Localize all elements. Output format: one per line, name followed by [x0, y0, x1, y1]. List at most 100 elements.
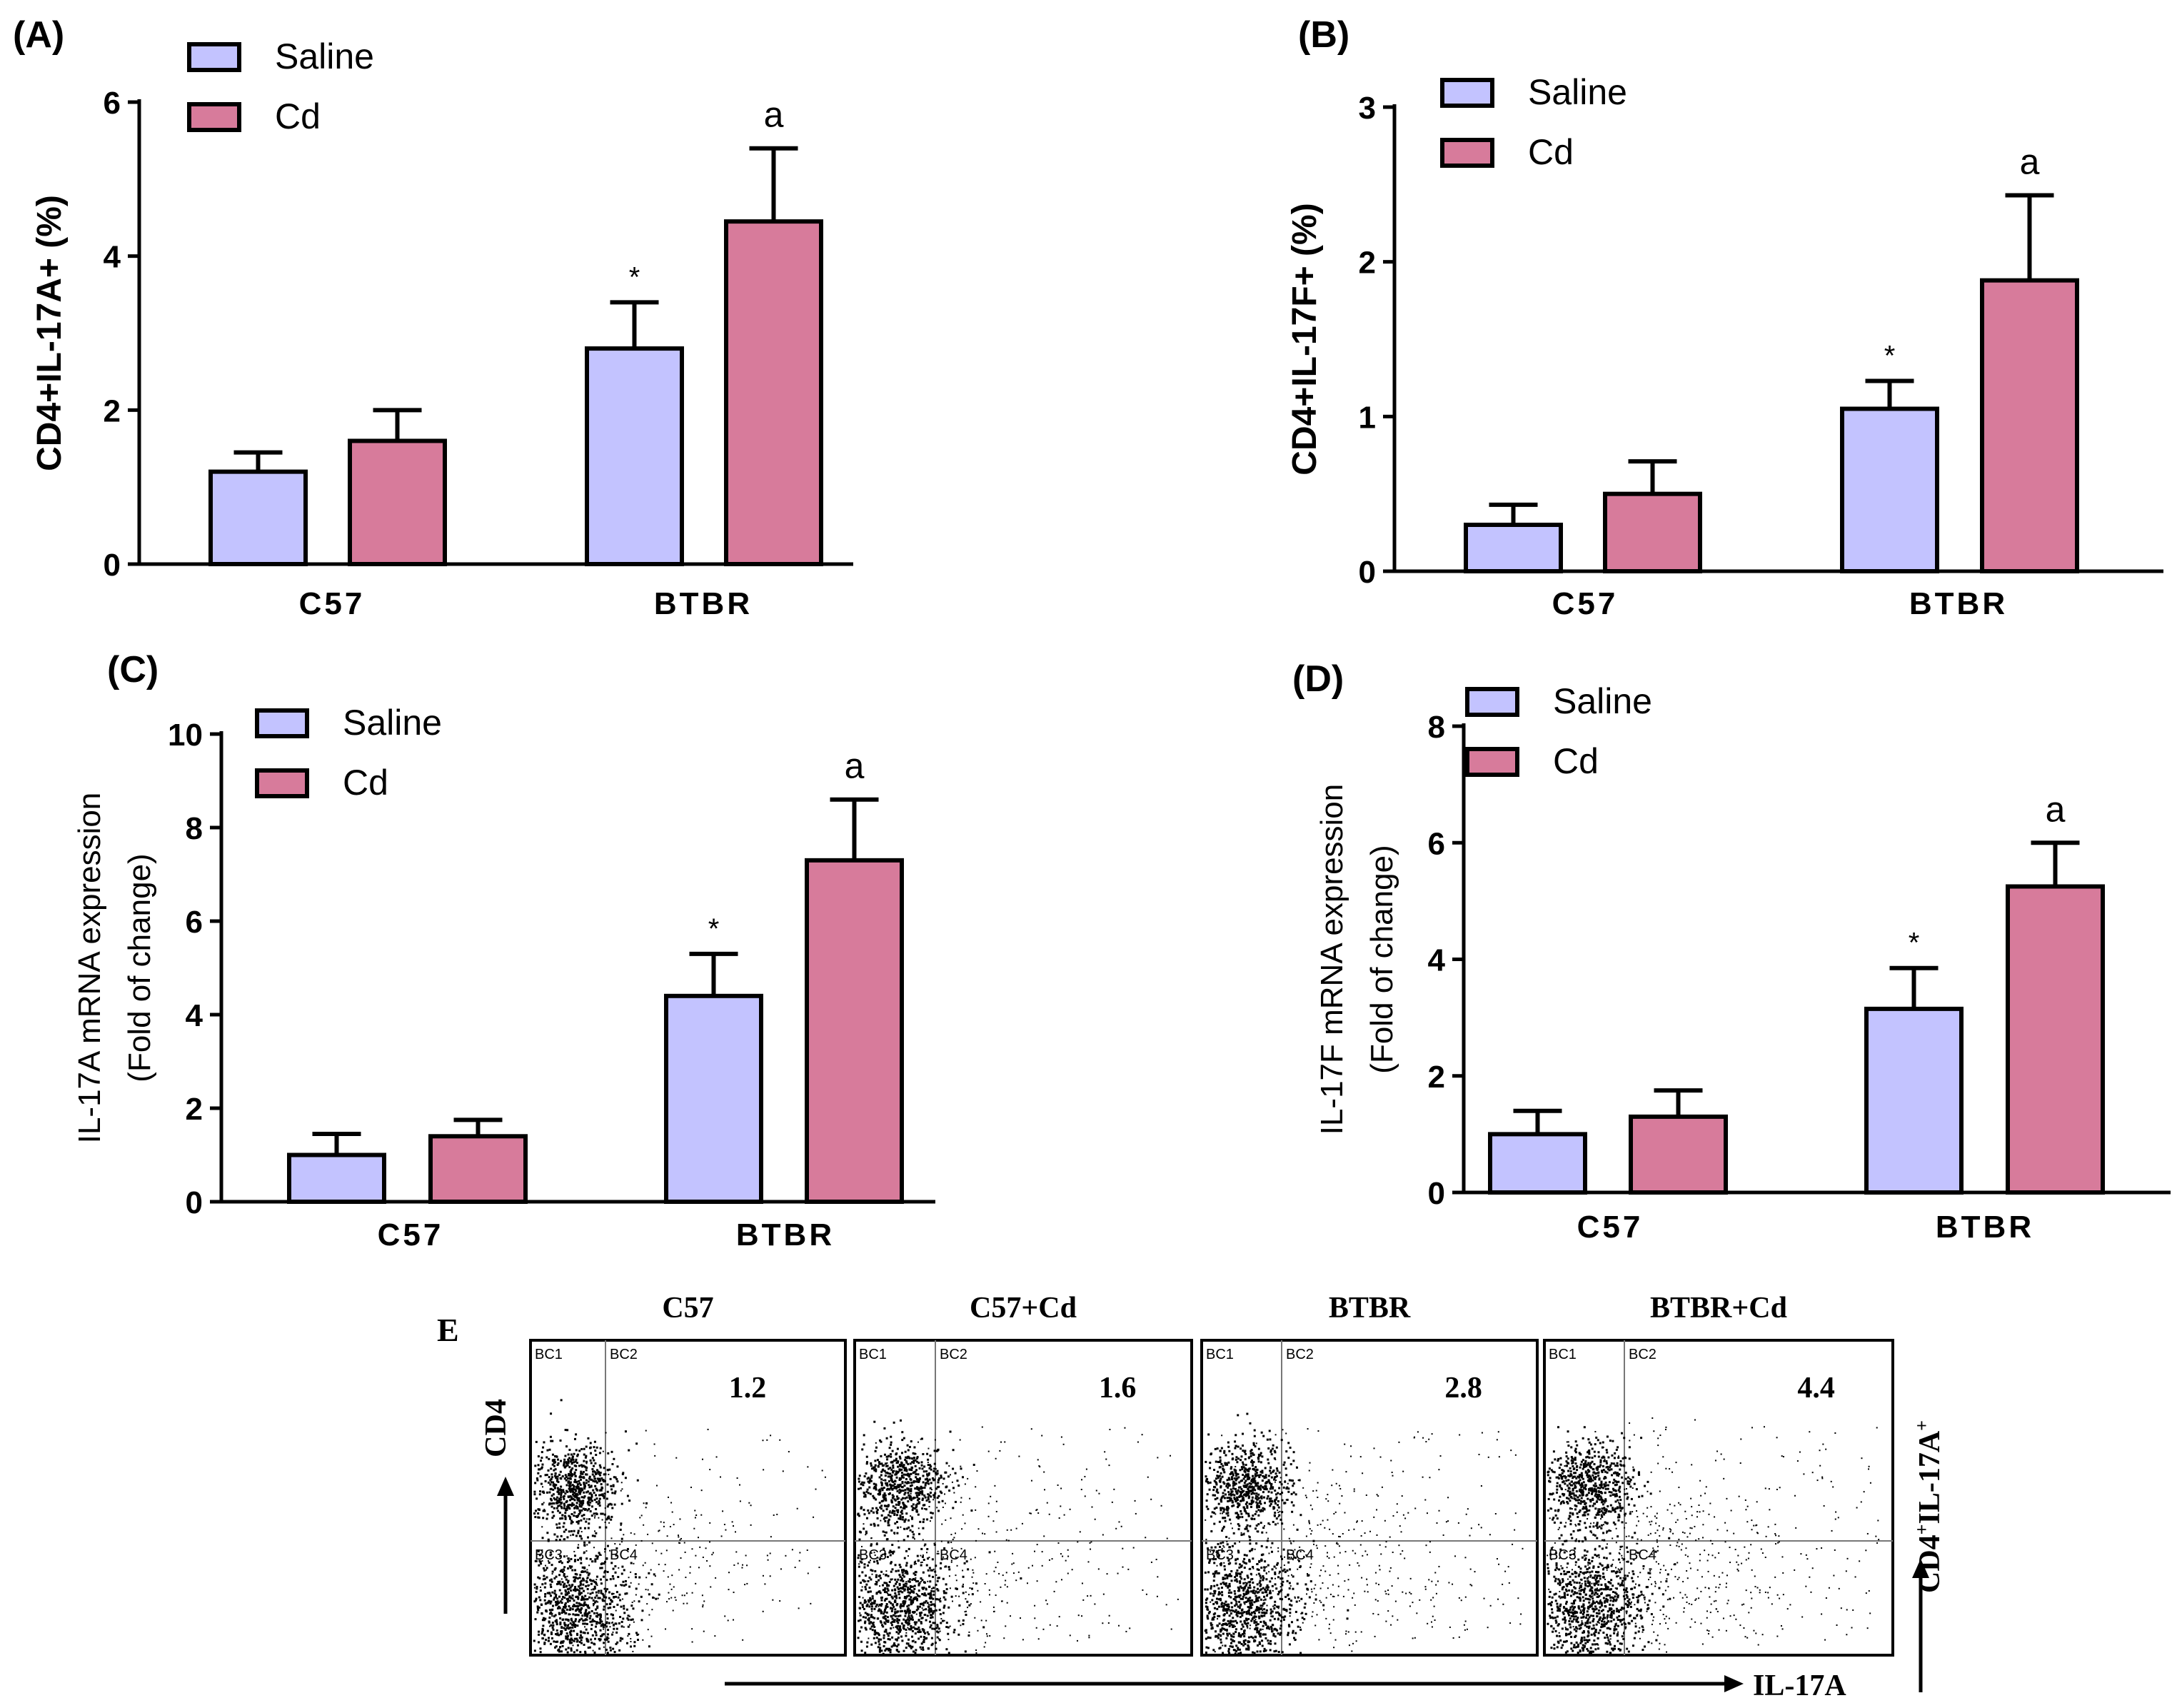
event-dot	[565, 1479, 568, 1482]
event-dot	[927, 1447, 930, 1450]
event-dot	[899, 1490, 902, 1493]
event-dot	[622, 1472, 625, 1475]
event-dot	[1220, 1591, 1223, 1594]
event-dot	[922, 1646, 925, 1649]
event-dot	[628, 1577, 630, 1579]
event-dot	[1283, 1568, 1286, 1571]
event-dot	[595, 1554, 598, 1557]
event-dot	[568, 1565, 571, 1568]
event-dot	[957, 1633, 960, 1636]
event-dot	[554, 1619, 557, 1622]
event-dot	[562, 1584, 565, 1587]
event-dot	[873, 1469, 876, 1472]
event-dot	[909, 1529, 912, 1532]
event-dot	[925, 1499, 928, 1502]
event-dot	[651, 1609, 653, 1611]
event-dot	[1257, 1497, 1260, 1499]
event-dot	[1213, 1469, 1216, 1472]
event-dot	[942, 1596, 945, 1599]
event-dot	[913, 1446, 916, 1449]
event-dot	[895, 1514, 898, 1517]
quadrant-label: BC4	[610, 1547, 638, 1563]
event-dot	[888, 1632, 891, 1634]
event-dot	[609, 1477, 612, 1480]
event-dot	[591, 1579, 594, 1582]
event-dot	[861, 1545, 863, 1547]
event-dot	[1234, 1652, 1237, 1655]
event-dot	[1215, 1597, 1218, 1600]
event-dot	[891, 1620, 894, 1623]
event-dot	[1206, 1477, 1209, 1480]
event-dot	[871, 1467, 874, 1470]
event-dot	[573, 1492, 575, 1494]
event-dot	[1242, 1463, 1245, 1466]
event-dot	[894, 1601, 897, 1604]
event-dot	[1260, 1431, 1263, 1434]
event-dot	[1239, 1616, 1242, 1619]
event-dot	[614, 1476, 617, 1479]
event-dot	[566, 1651, 569, 1654]
event-dot	[604, 1560, 607, 1563]
event-dot	[1274, 1635, 1277, 1638]
event-dot	[1245, 1554, 1248, 1557]
event-dot	[922, 1527, 925, 1529]
event-dot	[895, 1457, 898, 1460]
event-dot	[905, 1456, 907, 1459]
event-dot	[870, 1523, 873, 1526]
event-dot	[581, 1614, 584, 1617]
event-dot	[1255, 1483, 1257, 1486]
event-dot	[560, 1507, 563, 1509]
event-dot	[870, 1602, 873, 1605]
event-dot	[559, 1570, 562, 1573]
event-dot	[951, 1481, 953, 1483]
event-dot	[869, 1627, 872, 1630]
event-dot	[597, 1597, 600, 1599]
significance-star: *	[1884, 341, 1896, 372]
event-dot	[1247, 1640, 1250, 1643]
event-dot	[950, 1534, 952, 1536]
event-dot	[1240, 1642, 1243, 1645]
event-dot	[1253, 1592, 1256, 1594]
event-dot	[910, 1469, 913, 1472]
event-dot	[1239, 1580, 1242, 1583]
event-dot	[1165, 1604, 1167, 1606]
event-dot	[559, 1439, 562, 1442]
event-dot	[580, 1617, 583, 1620]
event-dot	[574, 1569, 577, 1572]
quadrant-label: BC2	[940, 1347, 967, 1362]
event-dot	[915, 1597, 918, 1600]
event-dot	[1288, 1582, 1291, 1584]
event-dot	[1232, 1482, 1235, 1485]
event-dot	[608, 1517, 610, 1519]
event-dot	[567, 1474, 570, 1477]
event-dot	[578, 1544, 580, 1546]
event-dot	[597, 1613, 600, 1616]
event-dot	[549, 1602, 552, 1605]
event-dot	[865, 1604, 868, 1607]
event-dot	[1264, 1633, 1267, 1636]
event-dot	[925, 1588, 927, 1590]
event-dot	[954, 1500, 957, 1503]
event-dot	[898, 1650, 900, 1653]
event-dot	[769, 1575, 771, 1577]
event-dot	[905, 1581, 907, 1583]
event-dot	[893, 1512, 896, 1515]
event-dot	[933, 1611, 935, 1613]
event-dot	[910, 1505, 913, 1508]
event-dot	[564, 1474, 567, 1477]
event-dot	[572, 1533, 575, 1536]
cd-bar	[348, 438, 447, 567]
event-dot	[570, 1522, 573, 1524]
y-axis-label-line: IL-17A mRNA expression	[72, 793, 107, 1144]
event-dot	[1233, 1497, 1236, 1499]
event-dot	[1215, 1634, 1217, 1637]
event-dot	[877, 1632, 880, 1634]
event-dot	[543, 1574, 545, 1577]
event-dot	[690, 1487, 692, 1489]
event-dot	[1242, 1625, 1245, 1628]
event-dot	[764, 1583, 766, 1585]
event-dot	[1129, 1627, 1131, 1629]
event-dot	[595, 1579, 598, 1581]
event-dot	[902, 1579, 905, 1582]
